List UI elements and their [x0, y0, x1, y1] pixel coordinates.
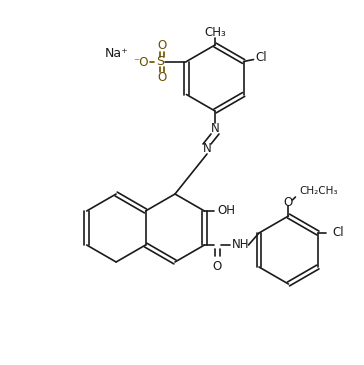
Text: O: O [158, 39, 167, 52]
Text: CH₂CH₃: CH₂CH₃ [299, 186, 338, 196]
Text: O: O [213, 261, 222, 273]
Text: Cl: Cl [332, 227, 344, 239]
Text: ⁻O: ⁻O [134, 56, 149, 69]
Text: Cl: Cl [256, 51, 268, 64]
Text: NH: NH [232, 238, 249, 251]
Text: N: N [203, 142, 211, 155]
Text: N: N [211, 123, 219, 135]
Text: OH: OH [217, 204, 236, 218]
Text: S: S [157, 55, 165, 68]
Text: O: O [158, 71, 167, 84]
Text: Na⁺: Na⁺ [104, 47, 128, 60]
Text: O: O [284, 196, 293, 210]
Text: CH₃: CH₃ [204, 26, 226, 38]
